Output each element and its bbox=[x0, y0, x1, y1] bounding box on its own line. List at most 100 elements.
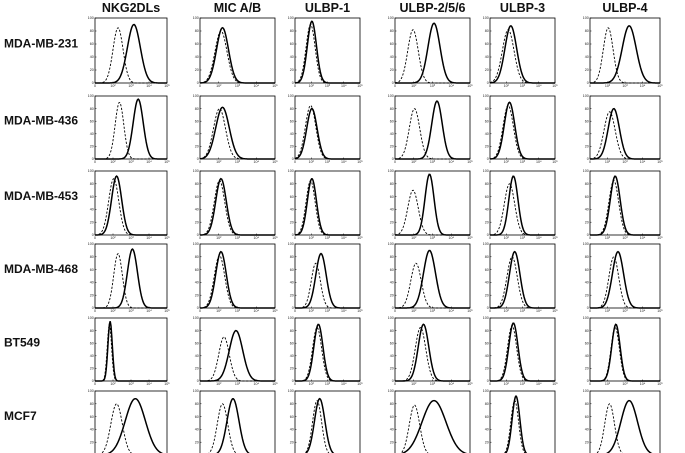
y-tick-label: 40 bbox=[485, 55, 489, 59]
stain-histogram bbox=[294, 177, 360, 236]
y-tick-label: 100 bbox=[483, 242, 489, 246]
x-tick-label: 10⁴ bbox=[253, 382, 259, 386]
y-tick-label: 40 bbox=[390, 281, 394, 285]
y-tick-label: 100 bbox=[288, 316, 294, 320]
stain-histogram bbox=[395, 100, 470, 160]
stain-histogram bbox=[305, 397, 335, 453]
x-tick-label: 10² bbox=[605, 236, 611, 240]
stain-histogram bbox=[95, 321, 167, 382]
stain-histogram bbox=[200, 329, 275, 382]
y-tick-label: 20 bbox=[390, 367, 394, 371]
y-tick-label: 40 bbox=[390, 354, 394, 358]
y-tick-label: 40 bbox=[485, 428, 489, 432]
y-tick-label: 100 bbox=[388, 389, 394, 393]
x-tick-label: 10² bbox=[411, 160, 417, 164]
y-tick-label: 60 bbox=[585, 42, 589, 46]
y-tick-label: 0 bbox=[392, 306, 394, 310]
y-tick-label: 100 bbox=[483, 316, 489, 320]
y-tick-label: 100 bbox=[88, 389, 94, 393]
y-tick-label: 80 bbox=[195, 255, 199, 259]
x-tick-label: 10³ bbox=[430, 160, 436, 164]
stain-histogram bbox=[395, 173, 470, 236]
y-tick-label: 40 bbox=[90, 354, 94, 358]
x-tick-label: 10³ bbox=[235, 84, 241, 88]
x-tick-label: 0 bbox=[489, 84, 491, 88]
y-tick-label: 100 bbox=[288, 94, 294, 98]
isotype-histogram bbox=[199, 108, 275, 160]
x-tick-label: 10⁴ bbox=[341, 236, 347, 240]
x-tick-label: 10⁵ bbox=[657, 160, 663, 164]
x-tick-label: 0 bbox=[589, 382, 591, 386]
x-tick-label: 10⁵ bbox=[467, 236, 473, 240]
y-tick-label: 0 bbox=[92, 233, 94, 237]
x-tick-label: 0 bbox=[589, 309, 591, 313]
isotype-histogram bbox=[394, 262, 470, 309]
y-tick-label: 0 bbox=[92, 306, 94, 310]
stain-histogram bbox=[199, 177, 275, 236]
y-tick-label: 100 bbox=[193, 242, 199, 246]
x-tick-label: 10³ bbox=[325, 309, 331, 313]
column-header: MIC A/B bbox=[214, 1, 261, 15]
y-tick-label: 0 bbox=[197, 81, 199, 85]
stain-histogram bbox=[199, 26, 275, 84]
panel-frame bbox=[294, 170, 361, 236]
x-tick-label: 10² bbox=[216, 309, 222, 313]
y-tick-label: 60 bbox=[90, 42, 94, 46]
y-tick-label: 100 bbox=[583, 242, 589, 246]
x-tick-label: 10² bbox=[411, 236, 417, 240]
x-tick-label: 10⁵ bbox=[657, 309, 663, 313]
isotype-histogram bbox=[95, 253, 167, 309]
x-tick-label: 10⁴ bbox=[146, 160, 152, 164]
y-tick-label: 100 bbox=[193, 94, 199, 98]
y-tick-label: 60 bbox=[90, 195, 94, 199]
panel-frame bbox=[489, 243, 556, 309]
x-tick-label: 10² bbox=[504, 160, 510, 164]
panel-frame bbox=[199, 390, 276, 453]
y-tick-label: 60 bbox=[195, 195, 199, 199]
x-tick-label: 0 bbox=[199, 309, 201, 313]
y-tick-label: 20 bbox=[90, 220, 94, 224]
x-tick-label: 10² bbox=[605, 309, 611, 313]
x-tick-label: 10³ bbox=[622, 84, 628, 88]
y-tick-label: 80 bbox=[390, 107, 394, 111]
x-tick-label: 10³ bbox=[520, 236, 526, 240]
panel-frame bbox=[94, 243, 168, 309]
isotype-histogram bbox=[489, 104, 555, 160]
y-tick-label: 40 bbox=[390, 208, 394, 212]
x-tick-label: 0 bbox=[199, 84, 201, 88]
panel-frame bbox=[294, 17, 361, 84]
panel-frame bbox=[199, 170, 276, 236]
y-tick-label: 60 bbox=[485, 195, 489, 199]
y-tick-label: 80 bbox=[195, 29, 199, 33]
y-tick-label: 60 bbox=[195, 341, 199, 345]
y-tick-label: 80 bbox=[90, 29, 94, 33]
x-tick-label: 10⁴ bbox=[640, 160, 646, 164]
y-tick-label: 60 bbox=[485, 119, 489, 123]
y-tick-label: 20 bbox=[90, 145, 94, 149]
y-tick-label: 0 bbox=[487, 81, 489, 85]
y-tick-label: 100 bbox=[388, 242, 394, 246]
y-tick-label: 100 bbox=[583, 16, 589, 20]
x-tick-label: 10⁵ bbox=[552, 84, 558, 88]
y-tick-label: 60 bbox=[90, 119, 94, 123]
stain-histogram bbox=[490, 322, 555, 382]
x-tick-label: 10² bbox=[605, 84, 611, 88]
y-tick-label: 80 bbox=[390, 329, 394, 333]
y-tick-label: 60 bbox=[195, 415, 199, 419]
x-tick-label: 0 bbox=[394, 236, 396, 240]
y-tick-label: 40 bbox=[485, 208, 489, 212]
isotype-histogram bbox=[394, 189, 470, 236]
x-tick-label: 10² bbox=[309, 84, 315, 88]
x-tick-label: 0 bbox=[94, 160, 96, 164]
y-tick-label: 60 bbox=[585, 268, 589, 272]
y-tick-label: 80 bbox=[585, 29, 589, 33]
x-tick-label: 10³ bbox=[235, 236, 241, 240]
y-tick-label: 60 bbox=[90, 268, 94, 272]
